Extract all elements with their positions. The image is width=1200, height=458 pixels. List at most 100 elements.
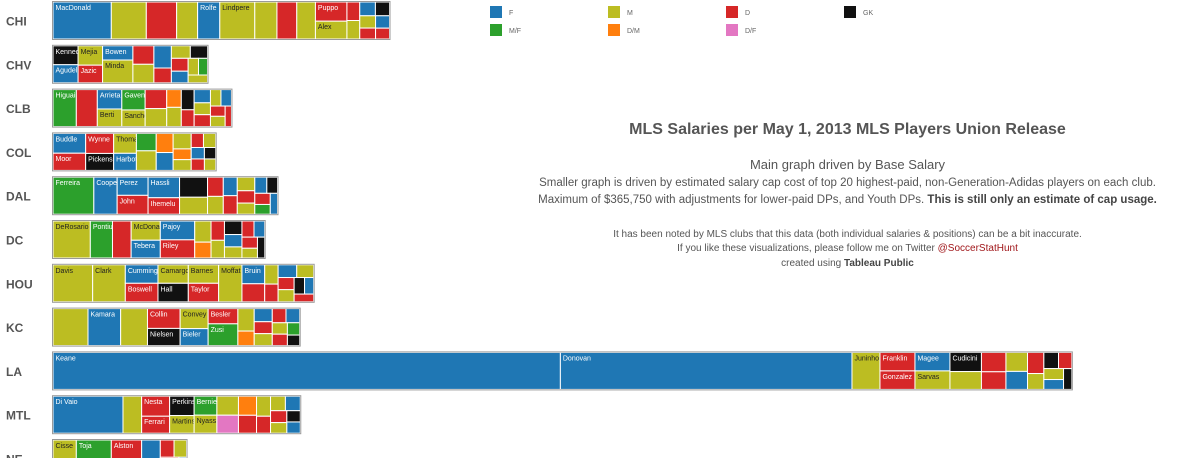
player-cell[interactable]	[236, 176, 256, 192]
player-cell[interactable]	[166, 89, 182, 108]
player-cell[interactable]: Barnes	[187, 264, 220, 284]
player-cell-keane[interactable]	[52, 351, 561, 390]
player-cell[interactable]	[1058, 351, 1073, 370]
player-cell[interactable]	[216, 395, 239, 416]
player-cell-f-player[interactable]	[253, 220, 266, 238]
player-cell-d-player[interactable]	[254, 192, 271, 205]
player-cell[interactable]	[194, 241, 212, 259]
player-cell-m-player[interactable]	[173, 439, 188, 458]
player-cell-jakovic[interactable]	[111, 220, 132, 259]
player-cell[interactable]: Kamara	[87, 308, 122, 347]
player-cell[interactable]	[264, 283, 279, 303]
player-cell-m-player[interactable]	[170, 45, 191, 59]
player-cell-m-player[interactable]	[210, 239, 225, 259]
player-cell[interactable]	[209, 89, 222, 107]
player-cell-gk-player[interactable]	[203, 146, 217, 160]
player-cell-m-player[interactable]	[270, 395, 286, 412]
player-cell[interactable]: Nielsen	[146, 327, 181, 347]
player-cell-m-player[interactable]	[271, 322, 288, 335]
player-cell[interactable]	[155, 132, 174, 154]
player-cell-d-player[interactable]	[209, 105, 226, 117]
player-cell[interactable]	[241, 283, 266, 303]
player-cell[interactable]	[223, 234, 243, 248]
player-cell[interactable]	[1043, 351, 1060, 370]
player-cell-m-player[interactable]	[110, 1, 147, 40]
player-cell-d-player[interactable]	[190, 132, 204, 148]
player-cell[interactable]	[253, 333, 273, 347]
player-cell[interactable]	[155, 152, 174, 171]
player-cell[interactable]	[236, 190, 256, 204]
player-cell-m-player[interactable]	[202, 132, 217, 148]
player-cell-nyarko[interactable]	[176, 1, 199, 40]
player-cell-d-player[interactable]	[159, 439, 175, 458]
player-cell[interactable]	[153, 45, 172, 69]
player-cell-derosario[interactable]	[52, 220, 91, 259]
player-cell-avila[interactable]	[132, 63, 155, 84]
player-cell[interactable]	[237, 308, 255, 332]
player-cell-m-player[interactable]	[203, 158, 217, 171]
player-cell[interactable]: Wynne	[85, 132, 115, 154]
player-cell-tchani[interactable]	[144, 108, 168, 128]
player-cell[interactable]: Jazic	[77, 64, 104, 84]
player-cell[interactable]	[210, 239, 225, 259]
player-cell-gk-player[interactable]	[286, 334, 301, 347]
player-cell-m-player[interactable]	[254, 1, 278, 40]
player-cell[interactable]	[144, 89, 168, 110]
player-cell[interactable]	[1027, 373, 1045, 390]
player-cell-m-player[interactable]	[237, 308, 255, 332]
player-cell-dm-player[interactable]	[237, 330, 255, 347]
player-cell[interactable]	[172, 148, 192, 161]
player-cell[interactable]	[141, 439, 161, 458]
player-cell-m-player[interactable]	[166, 106, 182, 128]
player-cell-m-player[interactable]	[172, 159, 192, 171]
player-cell-d-player[interactable]	[253, 321, 273, 335]
player-cell-d-player[interactable]	[170, 57, 189, 72]
player-cell-gk-player[interactable]	[179, 176, 209, 198]
player-cell[interactable]	[193, 89, 211, 104]
player-cell[interactable]	[187, 57, 199, 76]
player-cell[interactable]	[254, 176, 268, 194]
player-cell[interactable]: Zusi	[207, 323, 239, 347]
player-cell[interactable]	[241, 247, 258, 259]
player-cell[interactable]: Taylor	[187, 282, 220, 303]
player-cell[interactable]: Hall	[157, 282, 189, 303]
player-cell[interactable]	[374, 1, 391, 17]
player-cell[interactable]	[254, 1, 278, 40]
player-cell[interactable]: Besler	[207, 308, 239, 325]
player-cell[interactable]	[286, 410, 301, 423]
player-cell[interactable]: Camargo	[157, 264, 189, 284]
player-cell[interactable]	[52, 308, 89, 347]
player-cell-f-player[interactable]	[304, 277, 315, 295]
player-cell-d-player[interactable]	[153, 67, 172, 84]
player-cell[interactable]	[203, 158, 217, 171]
player-cell-d-player[interactable]	[375, 27, 391, 40]
player-cell[interactable]: Bernier	[193, 395, 220, 416]
player-cell[interactable]: Lindpere	[219, 1, 256, 40]
player-cell[interactable]	[224, 105, 232, 128]
player-cell-f-player[interactable]	[220, 89, 232, 107]
player-cell[interactable]	[120, 308, 148, 347]
player-cell[interactable]	[110, 1, 147, 40]
player-cell[interactable]	[270, 410, 288, 424]
player-cell[interactable]	[264, 264, 279, 285]
player-cell[interactable]: Moor	[52, 152, 87, 171]
player-cell[interactable]	[194, 220, 212, 243]
player-cell-mapp[interactable]	[216, 395, 239, 416]
player-cell-m-player[interactable]	[187, 57, 199, 76]
player-cell[interactable]: Alex	[314, 20, 348, 40]
player-cell[interactable]: Moffat	[218, 264, 243, 303]
player-cell-m-player[interactable]	[1043, 368, 1065, 381]
player-cell[interactable]: Nesta	[141, 395, 171, 417]
player-cell-m-player[interactable]	[270, 422, 288, 434]
player-cell[interactable]	[166, 106, 182, 128]
player-cell-m-player[interactable]	[236, 202, 256, 215]
player-cell-f-player[interactable]	[190, 146, 205, 160]
player-cell[interactable]	[296, 264, 315, 279]
player-cell[interactable]: Riley	[159, 239, 196, 259]
player-cell[interactable]: Cooper	[93, 176, 120, 215]
player-cell-f-player[interactable]	[1005, 370, 1029, 390]
player-cell[interactable]	[304, 277, 315, 295]
player-cell[interactable]	[346, 1, 361, 21]
player-cell[interactable]: Gonzalez	[879, 370, 916, 390]
player-cell-d-player[interactable]	[210, 220, 225, 241]
